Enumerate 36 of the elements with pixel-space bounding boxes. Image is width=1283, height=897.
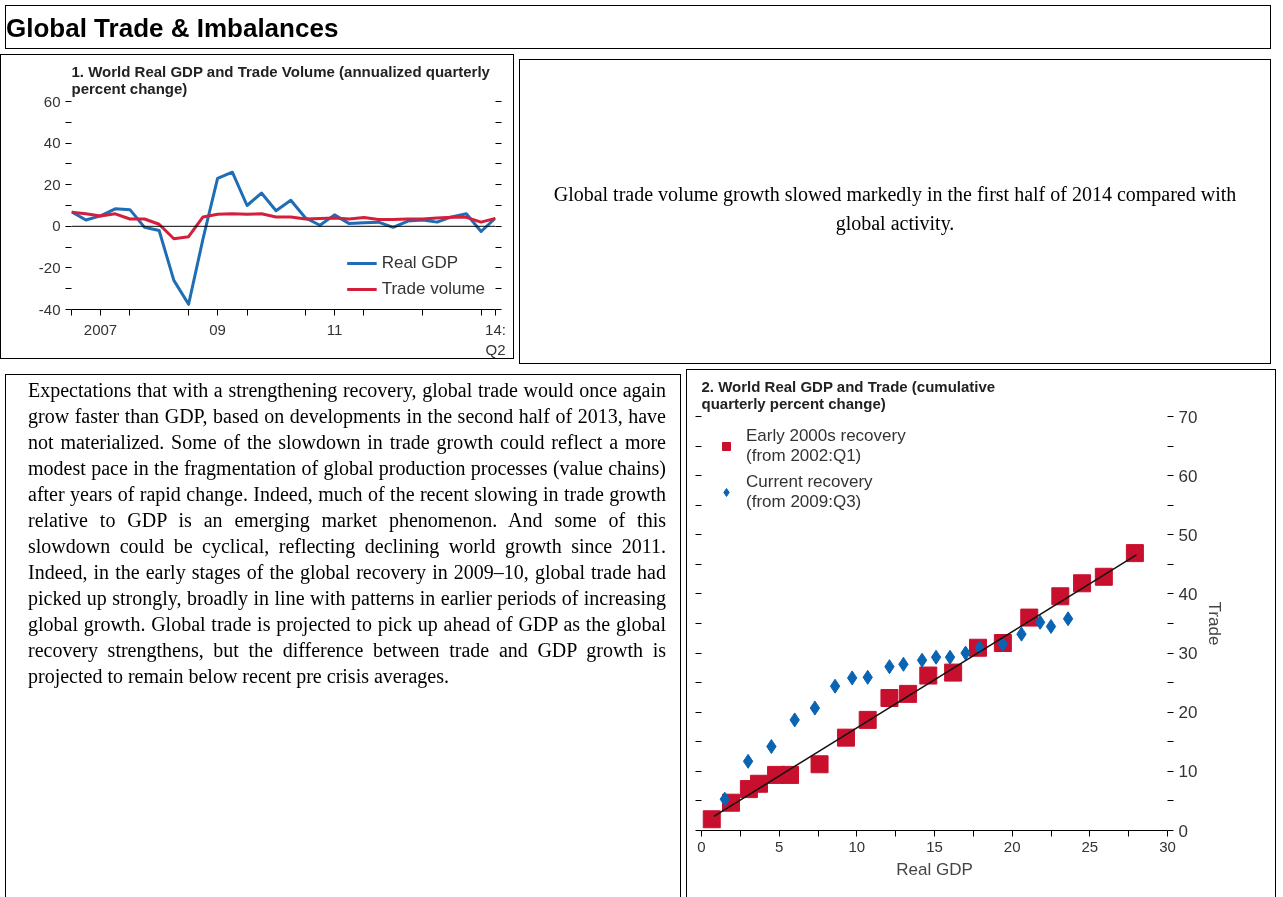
legend-label: Trade volume	[381, 279, 485, 299]
x-tick-label: 11	[326, 320, 343, 338]
y2-tick-label: 20	[1178, 703, 1198, 723]
x-tick-label: 2007	[83, 320, 118, 338]
y-tick-label: 60	[43, 92, 61, 110]
chart-title: 1. World Real GDP and Trade Volume (annualized quarterly percent change)	[71, 62, 491, 97]
y2-axis-title: Trade	[1205, 601, 1225, 646]
x-tick-label: 5	[775, 837, 784, 855]
y-tick-label: -40	[38, 300, 61, 318]
y-tick-label: 20	[43, 175, 61, 193]
x-tick-label: 25	[1081, 837, 1099, 855]
x-tick-label: 10	[848, 837, 866, 855]
x-tick-label: 30	[1159, 837, 1176, 855]
y-tick-label: 0	[52, 217, 61, 235]
x-tick-label: 0	[697, 837, 706, 855]
y2-tick-label: 70	[1178, 407, 1198, 427]
legend-label: Early 2000s recovery (from 2002:Q1)	[746, 426, 906, 466]
y2-tick-label: 50	[1178, 525, 1198, 545]
legend-label: Real GDP	[381, 253, 459, 273]
y2-tick-label: 10	[1178, 762, 1198, 782]
y-tick-label: -20	[38, 258, 61, 276]
y2-tick-label: 60	[1178, 466, 1198, 486]
x-tick-label: 15	[926, 837, 943, 855]
y2-tick-label: 0	[1178, 821, 1188, 841]
text: Global Trade & Imbalances	[6, 12, 339, 45]
y2-tick-label: 30	[1178, 644, 1198, 664]
text: Expectations that with a strengthening recovery, global trade would once again grow faster than GDP, based on developments in the second half of 2013, have not materialized. Some of the slowdown in trade growth could reflect a more modest pace in the fragmentation of global production processes (value chains) after years of rapid change. Indeed, much of the recent slowing in trade growth relative to GDP is an emerging market phenomenon. And some of this slowdown could be cyclical, reflecting declining world growth since 2011. Indeed, in the early stages of the global recovery in 2009–10, global trade had picked up strongly, broadly in line with patterns in earlier periods of increasing global growth. Global trade is projected to pick up ahead of GDP as the global recovery strengthens, but the difference between trade and GDP growth is projected to remain below recent pre crisis averages.	[28, 379, 666, 687]
x-tick-label: 14: Q2	[485, 320, 506, 358]
text: Global trade volume growth slowed markedly in the first half of 2014 compared with global activity.	[552, 182, 1238, 237]
y2-tick-label: 40	[1178, 584, 1198, 604]
x-tick-label: 09	[209, 320, 226, 338]
x-axis-title: Real GDP	[896, 859, 973, 879]
x-tick-label: 20	[1003, 837, 1021, 855]
y-tick-label: 40	[43, 134, 61, 152]
legend-label: Current recovery (from 2009:Q3)	[746, 472, 873, 512]
chart-title: 2. World Real GDP and Trade (cumulative quarterly percent change)	[701, 377, 996, 412]
